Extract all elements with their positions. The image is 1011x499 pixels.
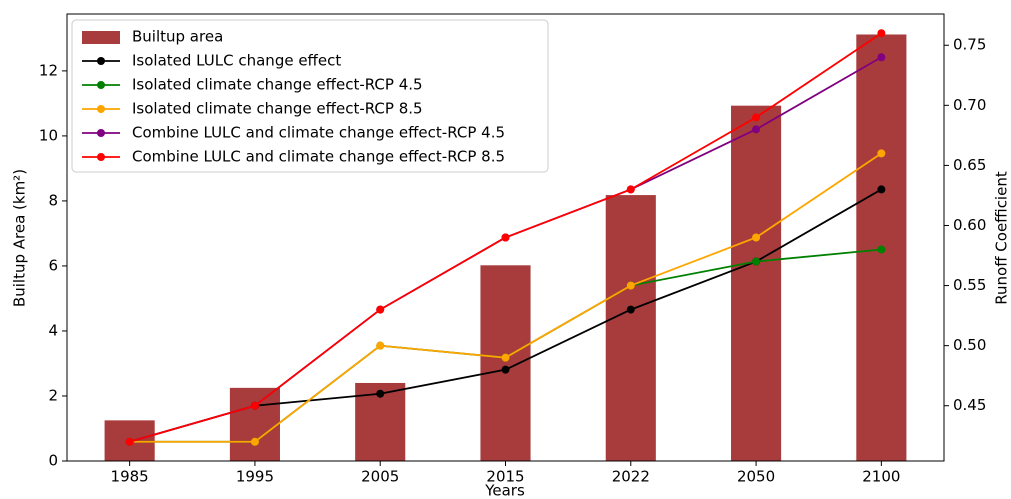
y-tick-label: 8	[48, 191, 58, 209]
point	[376, 341, 385, 350]
legend-label: Isolated climate change effect-RCP 4.5	[132, 76, 423, 94]
point	[877, 29, 886, 38]
point	[877, 149, 886, 158]
point	[501, 365, 510, 374]
legend-marker	[97, 105, 105, 113]
point	[877, 53, 886, 62]
point	[376, 305, 385, 314]
point	[626, 185, 635, 194]
y-tick-label: 10	[39, 126, 58, 144]
point	[626, 281, 635, 290]
y-tick-label: 6	[48, 256, 58, 274]
bar	[229, 387, 280, 461]
y2-axis-label: Runoff Coefficient	[993, 171, 1011, 305]
point	[877, 245, 886, 254]
legend: Builtup area Isolated LULC change effect I…	[71, 19, 549, 173]
point	[752, 257, 761, 266]
x-tick-label: 2022	[612, 468, 650, 486]
point	[877, 185, 886, 194]
point	[752, 233, 761, 242]
legend-marker	[97, 129, 105, 137]
point	[752, 125, 761, 134]
y-axis-label: Builtup Area (km²)	[11, 169, 29, 307]
x-axis-label: Years	[484, 482, 525, 499]
point	[250, 401, 259, 410]
y2-tick-label: 0.70	[953, 96, 986, 114]
legend-label: Combine LULC and climate change effect-R…	[132, 124, 505, 142]
legend-label: Combine LULC and climate change effect-R…	[132, 148, 505, 166]
point	[125, 437, 134, 446]
bar	[605, 195, 656, 462]
point	[250, 437, 259, 446]
legend-marker	[97, 153, 105, 161]
x-tick-label: 1995	[236, 468, 274, 486]
x-tick-label: 1985	[111, 468, 149, 486]
legend-swatch	[82, 31, 120, 44]
legend-marker	[97, 57, 105, 65]
legend-label: Isolated climate change effect-RCP 8.5	[132, 100, 423, 118]
y2-tick-label: 0.45	[953, 396, 986, 414]
legend-marker	[97, 81, 105, 89]
point	[376, 389, 385, 398]
legend-box	[71, 19, 549, 173]
y-tick-label: 0	[48, 452, 58, 470]
y-tick-label: 4	[48, 321, 58, 339]
x-tick-label: 2015	[486, 468, 524, 486]
point	[626, 305, 635, 314]
point	[501, 353, 510, 362]
x-tick-label: 2100	[862, 468, 900, 486]
y2-tick-label: 0.60	[953, 216, 986, 234]
y-tick-label: 2	[48, 386, 58, 404]
y-tick-label: 12	[39, 61, 58, 79]
legend-label: Builtup area	[132, 28, 223, 46]
point	[501, 233, 510, 242]
legend-label: Isolated LULC change effect	[132, 52, 341, 70]
bar	[480, 265, 531, 461]
bar	[731, 105, 782, 462]
x-tick-label: 2050	[737, 468, 775, 486]
y2-tick-label: 0.50	[953, 336, 986, 354]
y2-tick-label: 0.65	[953, 156, 986, 174]
x-tick-label: 2005	[361, 468, 399, 486]
y2-tick-label: 0.75	[953, 36, 986, 54]
point	[752, 113, 761, 122]
y2-tick-label: 0.55	[953, 276, 986, 294]
